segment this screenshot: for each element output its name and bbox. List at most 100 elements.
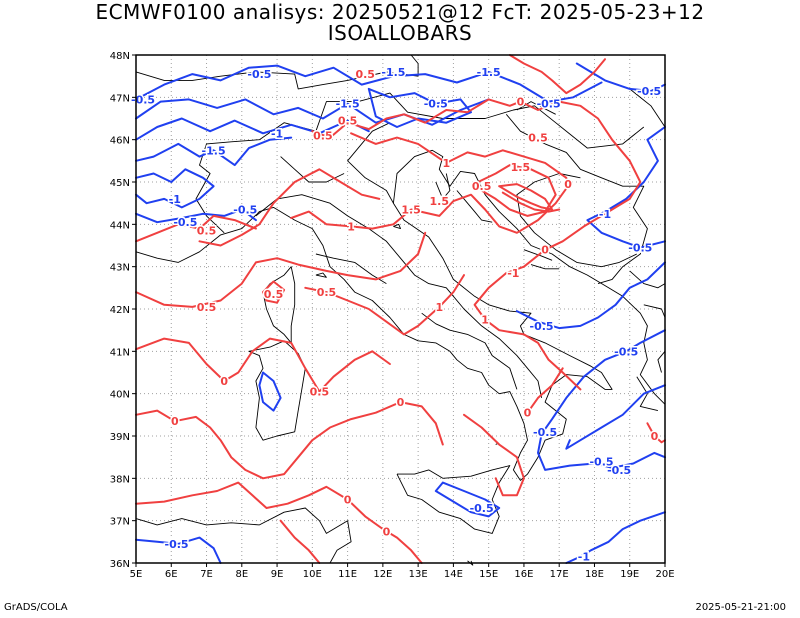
contour-label: 1	[481, 314, 489, 327]
negative-isoallobar	[565, 384, 666, 450]
negative-isoallobar	[537, 329, 666, 471]
x-tick-label: 19E	[620, 569, 639, 580]
positive-isoallobar	[311, 98, 642, 391]
contour-label: 0.5	[310, 386, 330, 399]
positive-isoallobar	[290, 132, 569, 234]
contour-label: -0.5	[614, 345, 638, 358]
x-tick-label: 18E	[585, 569, 604, 580]
contour-label: -1.5	[336, 98, 360, 111]
contour-label: 0	[344, 494, 352, 507]
contour-label: 0	[220, 375, 228, 388]
timestamp: 2025-05-21-21:00	[695, 602, 786, 613]
contour-label: 0	[171, 415, 179, 428]
positive-isoallobar	[198, 168, 381, 247]
y-tick-label: 42N	[110, 305, 130, 316]
contour-label: 0	[524, 407, 532, 420]
negative-isoallobar	[135, 168, 215, 209]
coastline	[280, 156, 345, 183]
isoallobar-contours	[135, 54, 666, 564]
contour-label: -0.5	[131, 93, 155, 106]
contour-label: 0	[397, 396, 405, 409]
y-axis-ticks: 36N 37N 38N 39N 40N 41N 42N 43N 44N 45N 46N 47N 48N	[110, 51, 136, 570]
coastline	[248, 340, 306, 441]
negative-isoallobar	[586, 126, 666, 249]
contour-label: 1.5	[401, 204, 421, 217]
contour-label: -0.5	[424, 98, 448, 111]
negative-isoallobar	[565, 511, 666, 564]
contour-label: -0.5	[165, 538, 189, 551]
y-tick-label: 41N	[110, 347, 130, 358]
negative-isoallobar	[515, 261, 666, 330]
coastline	[396, 465, 511, 534]
positive-isoallobar	[279, 519, 321, 564]
contour-label: -1	[578, 551, 590, 564]
negative-isoallobar	[135, 117, 370, 141]
x-tick-label: 11E	[338, 569, 357, 580]
negative-isoallobar	[135, 536, 222, 564]
contour-label: -0.5	[607, 464, 631, 477]
positive-isoallobar	[135, 401, 444, 480]
contour-label: -0.5	[537, 98, 561, 111]
contour-label: -1.5	[477, 66, 501, 79]
contour-label: -0.5	[470, 502, 494, 515]
contour-label: -0.5	[530, 320, 554, 333]
coastline	[643, 304, 666, 318]
contour-label: 1	[435, 301, 443, 314]
coastline	[421, 312, 518, 390]
negative-isoallobar	[135, 136, 293, 167]
contour-label: 0.5	[197, 225, 217, 238]
negative-isoallobar	[434, 481, 501, 518]
positive-isoallobar	[501, 191, 561, 213]
coastline	[393, 223, 401, 230]
contour-label: -0.5	[637, 85, 661, 98]
coastline	[195, 92, 645, 234]
contour-label: 0.5	[472, 180, 492, 193]
y-tick-label: 43N	[110, 263, 130, 274]
y-tick-label: 40N	[110, 390, 130, 401]
positive-isoallobar	[646, 422, 666, 444]
x-tick-label: 10E	[303, 569, 322, 580]
x-tick-label: 9E	[271, 569, 284, 580]
contour-label: 0.5	[355, 68, 375, 81]
x-tick-label: 14E	[444, 569, 463, 580]
x-tick-label: 8E	[235, 569, 248, 580]
contour-label: 1	[443, 157, 451, 170]
x-tick-label: 12E	[373, 569, 392, 580]
contour-label: 0	[651, 430, 659, 443]
y-tick-label: 44N	[110, 220, 130, 231]
y-tick-label: 48N	[110, 51, 130, 62]
coastline	[516, 173, 637, 268]
contour-label: 0	[564, 178, 572, 191]
coastline	[255, 194, 543, 398]
x-tick-label: 5E	[130, 569, 143, 580]
negative-isoallobar	[135, 208, 257, 224]
contour-label: -0.5	[233, 204, 257, 217]
coastline	[530, 264, 560, 270]
contour-label: -1	[169, 193, 181, 206]
contour-label: 1.5	[430, 195, 450, 208]
contour-label: -0.5	[533, 426, 557, 439]
coastline	[435, 173, 451, 200]
x-tick-label: 7E	[200, 569, 213, 580]
positive-isoallobar	[498, 183, 554, 211]
y-tick-label: 38N	[110, 474, 130, 485]
contour-label: -0.5	[173, 216, 197, 229]
negative-isoallobar	[258, 371, 282, 412]
positive-isoallobar	[135, 214, 257, 243]
coastline	[347, 122, 394, 204]
coastline	[516, 101, 556, 115]
contour-label: -0.5	[247, 68, 271, 81]
coastline	[629, 88, 666, 128]
coastline	[135, 149, 666, 481]
coastline	[135, 507, 352, 564]
coastlines	[135, 54, 666, 566]
coastline	[135, 54, 419, 90]
x-axis-ticks: 5E 6E 7E 8E 9E 10E 11E 12E 13E 14E 15E 16E 17E 18E 19E…	[130, 563, 675, 580]
positive-isoallobar	[477, 164, 557, 217]
negative-isoallobar	[575, 62, 666, 92]
contour-label: -1	[507, 267, 519, 280]
contour-label: 1.5	[511, 161, 531, 174]
x-tick-label: 6E	[165, 569, 178, 580]
y-tick-label: 37N	[110, 517, 130, 528]
